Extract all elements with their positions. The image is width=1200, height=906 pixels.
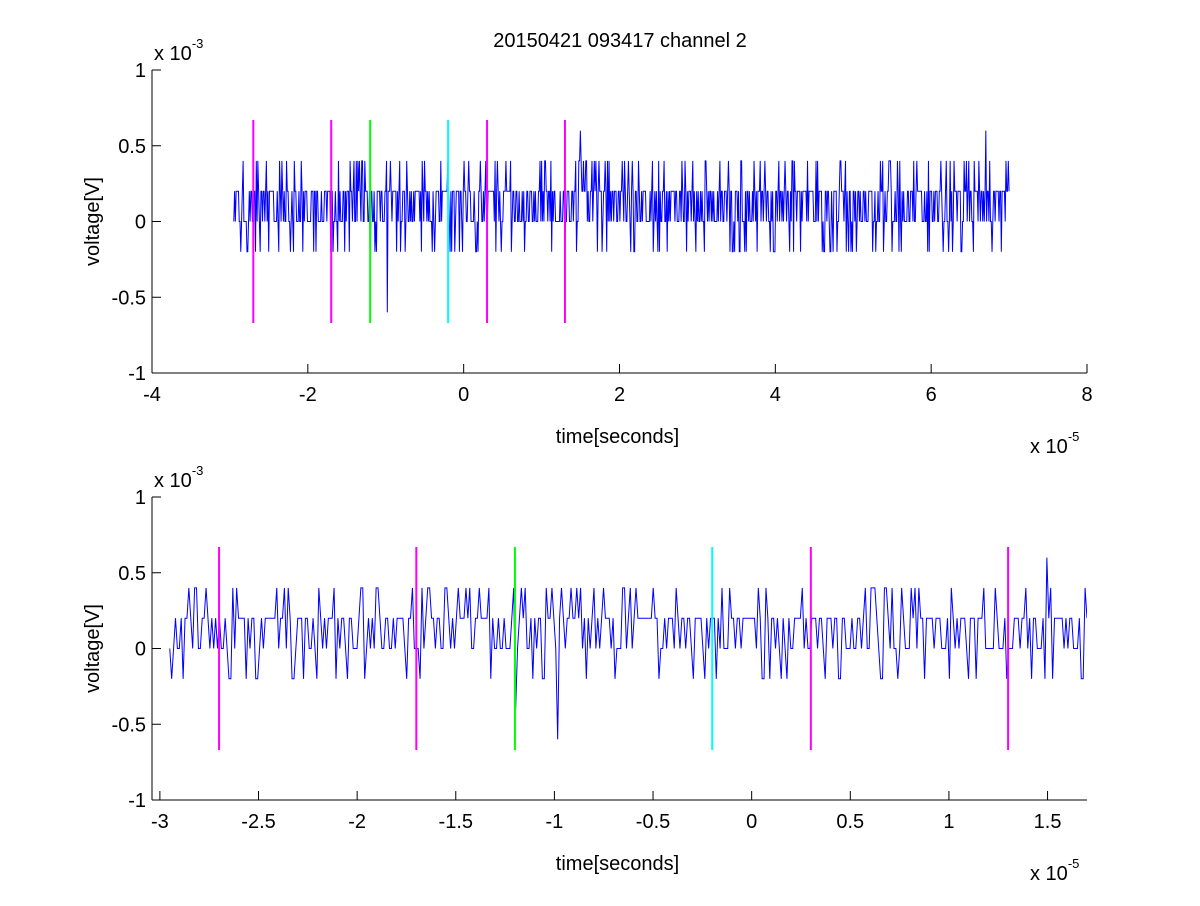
y-axis-label: voltage[V] [82,604,104,693]
x-tick-label: 0 [458,384,469,406]
x-exponent-label: x 10-5 [1030,429,1079,458]
y-exponent-power: -3 [192,463,204,478]
x-exponent-base: x 10 [1030,436,1068,458]
x-tick-label: 6 [926,384,937,406]
plot-area [233,119,1010,324]
x-exponent-power: -5 [1068,856,1080,871]
x-tick-label: 4 [770,384,781,406]
x-tick-label: 8 [1081,384,1092,406]
x-tick-label: -2.5 [241,811,275,833]
x-tick-label: 0.5 [836,811,864,833]
x-exponent-base: x 10 [1030,863,1068,885]
x-tick-label: -2 [348,811,366,833]
y-tick-label: -0.5 [112,287,146,309]
y-tick-label: -0.5 [112,714,146,736]
x-tick-label: -4 [143,384,161,406]
x-tick-label: -2 [299,384,317,406]
signal-series-line [169,557,1087,740]
x-tick-label: 1 [943,811,954,833]
x-axis-label: time[seconds] [556,426,679,448]
y-tick-label: -1 [128,790,146,812]
y-tick-label: 1 [135,487,146,509]
y-exponent-label: x 10-3 [154,36,203,65]
signal-series-line [233,130,1010,313]
figure-title: 20150421 093417 channel 2 [493,30,747,52]
subplot-2: -3 -2.5 -2 -1.5 -1 -0.5 0 0.5 1 1.5 -1 -0.5 0 0.5 1 tim… [82,463,1087,885]
y-tick-label: -1 [128,363,146,385]
y-tick-label: 0 [135,639,146,661]
x-tick-label: -3 [151,811,169,833]
y-exponent-label: x 10-3 [154,463,203,492]
y-exponent-base: x 10 [154,470,192,492]
x-tick-label: -0.5 [636,811,670,833]
x-tick-label: 2 [614,384,625,406]
y-exponent-power: -3 [192,36,204,51]
y-axis-label: voltage[V] [82,177,104,266]
x-exponent-power: -5 [1068,429,1080,444]
subplot-1: -4 -2 0 2 4 6 8 -1 -0.5 0 0.5 1 time[seconds] voltage… [82,36,1093,458]
x-tick-label: 1.5 [1034,811,1062,833]
x-tick-label: -1.5 [439,811,473,833]
y-exponent-base: x 10 [154,43,192,65]
y-tick-label: 0.5 [118,563,146,585]
y-tick-label: 0 [135,212,146,234]
plot-area [169,546,1087,751]
x-tick-label: 0 [746,811,757,833]
x-tick-label: -1 [546,811,564,833]
x-exponent-label: x 10-5 [1030,856,1079,885]
y-tick-label: 0.5 [118,136,146,158]
x-axis-label: time[seconds] [556,853,679,875]
y-tick-label: 1 [135,60,146,82]
